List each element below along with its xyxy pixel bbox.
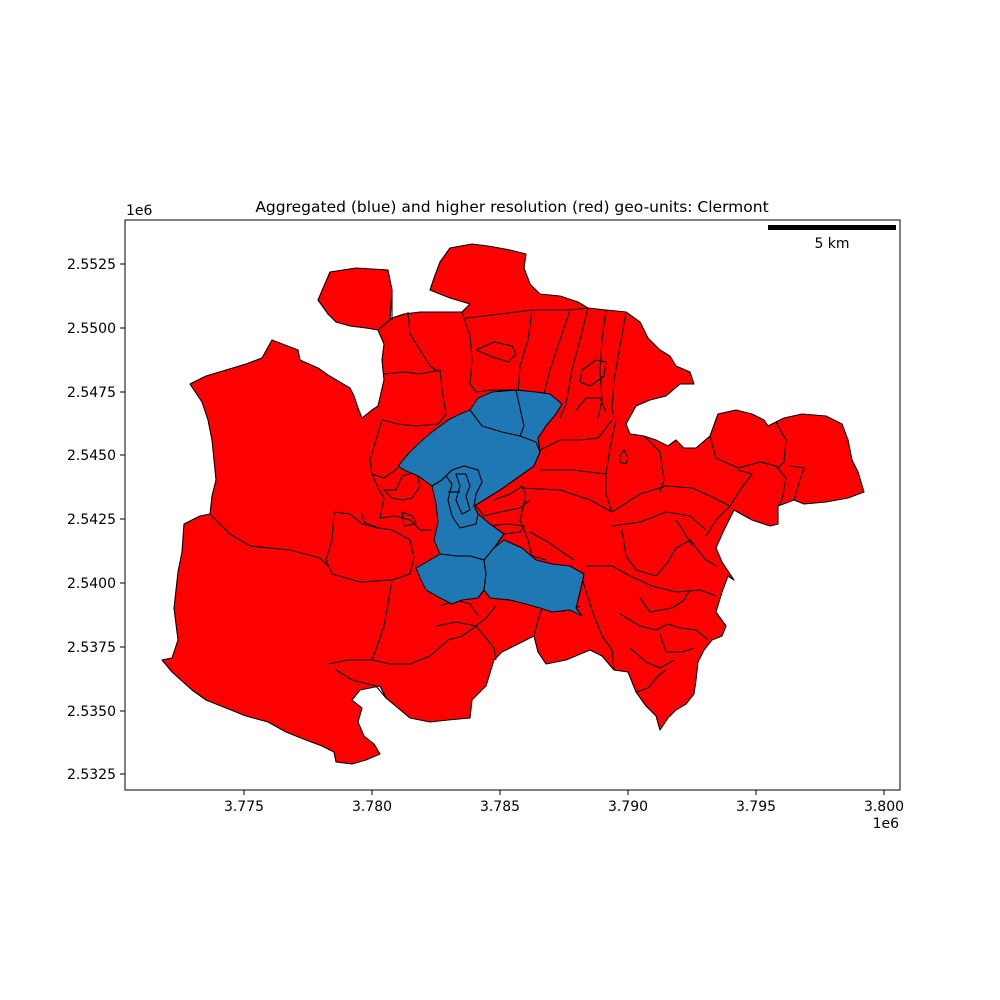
red-boundary-12 [579,359,607,387]
y-tick-label: 2.5500 [67,321,116,337]
red-boundary-26 [586,565,717,597]
red-unit-boundaries [209,290,805,699]
red-boundary-43 [371,579,393,661]
red-boundary-10 [597,309,607,419]
y-tick-label: 2.5425 [67,512,116,528]
red-boundary-45 [325,511,393,583]
red-boundary-46 [333,511,415,581]
y-tick-label: 2.5400 [67,576,116,592]
red-boundary-7 [517,309,533,393]
y-axis [120,263,125,775]
map-regions [161,243,865,765]
red-boundary-16 [619,449,629,465]
red-boundary-19 [789,465,805,501]
red-boundary-37 [475,625,497,661]
x-tick-label: 3.780 [352,799,392,815]
x-tick-label: 3.785 [480,799,520,815]
red-boundary-25 [675,519,693,547]
red-boundary-27 [639,589,691,613]
red-boundary-52 [371,473,385,499]
red-boundary-2 [407,311,439,373]
y-tick-label: 2.5475 [67,385,116,401]
scale-bar: 5 km [768,225,896,252]
red-boundary-39 [439,599,479,617]
core-boundary-2 [519,435,541,453]
red-boundary-51 [369,419,399,479]
red-boundary-30 [659,633,695,653]
red-boundary-48 [383,471,421,501]
x-axis [243,790,885,795]
red-boundary-47 [361,513,379,529]
red-boundary-34 [533,607,543,637]
red-boundary-17 [709,435,787,507]
red-boundary-42 [327,659,372,665]
blue-aggregated-units [397,389,585,617]
red-boundary-55 [487,523,525,535]
red-boundary-28 [579,571,615,671]
red-boundary-18 [775,421,787,469]
y-tick-label: 2.5375 [67,640,116,656]
red-boundary-56 [493,485,527,501]
red-region-city-extent [161,243,865,765]
red-boundary-41 [335,669,387,699]
red-boundary-36 [475,605,497,627]
axes-border [124,219,901,791]
red-boundary-20 [611,485,731,513]
red-boundary-13 [575,397,607,413]
y-tick-label: 2.5325 [67,767,116,783]
y-tick-label: 2.5350 [67,704,116,720]
red-boundary-60 [539,419,613,451]
y-tick-label: 2.5450 [67,448,116,464]
red-boundary-24 [655,539,717,577]
red-boundary-50 [401,511,417,527]
red-boundary-61 [540,469,607,475]
x-tick-label: 3.795 [736,799,776,815]
blue-unit-southeast [483,539,585,617]
red-boundary-40 [371,625,477,665]
core-boundary-3 [445,475,479,529]
red-boundary-32 [635,669,667,693]
y-axis-offset-label: 1e6 [126,203,153,219]
map-title: Aggregated (blue) and higher resolution … [255,198,768,216]
blue-unit-center [431,465,505,561]
central-small-units [445,389,541,529]
red-boundary-6 [475,341,517,363]
red-boundary-3 [381,369,447,427]
red-boundary-31 [629,647,675,669]
x-tick-label: 3.775 [224,799,264,815]
y-tick-label: 2.5525 [67,257,116,273]
red-boundary-15 [643,435,665,493]
x-axis-offset-label: 1e6 [873,816,900,832]
red-boundary-57 [519,495,547,561]
scale-bar-line [768,225,896,230]
core-boundary-4 [455,473,471,515]
scale-bar-label: 5 km [814,236,849,252]
x-tick-label: 3.790 [608,799,648,815]
red-boundary-21 [705,469,753,537]
red-boundary-23 [621,529,657,577]
red-boundary-38 [435,621,477,627]
red-boundary-22 [611,511,707,531]
red-boundary-44 [209,513,329,567]
x-tick-labels: 3.775 3.780 3.785 3.790 3.795 3.800 [224,799,904,815]
red-boundary-58 [529,531,575,561]
red-boundary-9 [559,307,589,419]
red-boundary-59 [521,487,613,513]
red-boundary-8 [543,309,571,395]
x-tick-label: 3.800 [864,799,904,815]
y-tick-labels: 2.5525 2.5500 2.5475 2.5450 2.5425 2.540… [67,257,116,783]
red-boundary-29 [619,613,709,641]
red-boundary-11 [611,311,627,419]
